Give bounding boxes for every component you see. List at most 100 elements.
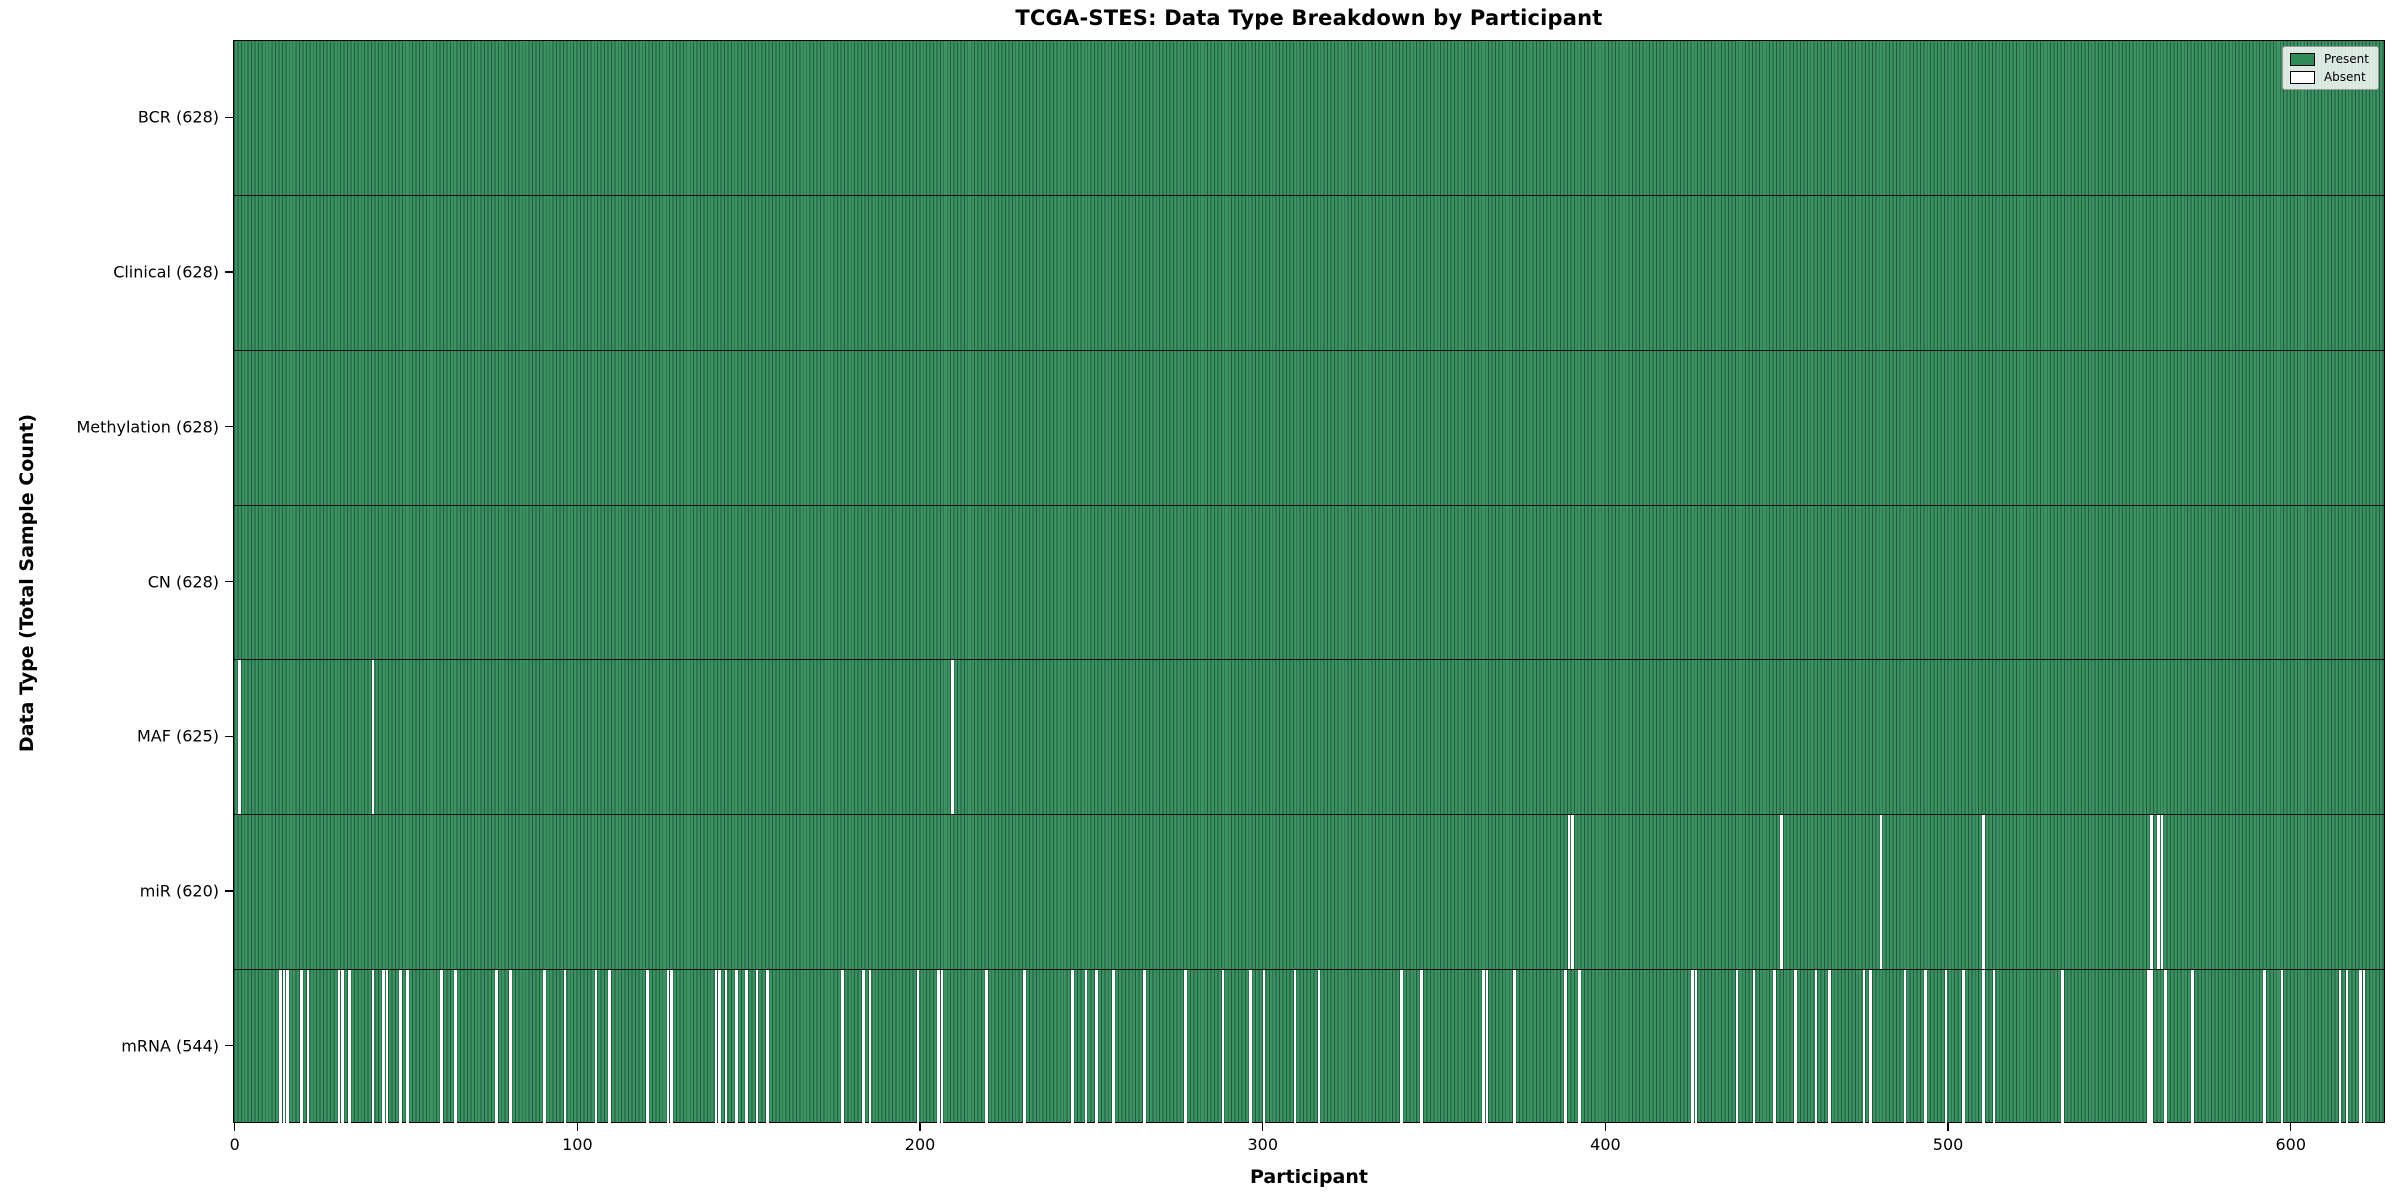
x-tick-label: 600 bbox=[2275, 1135, 2307, 1154]
absent-gap-mRNA-33 bbox=[347, 969, 351, 1124]
row-separator bbox=[234, 349, 2384, 351]
absent-gap-mRNA-19 bbox=[299, 969, 303, 1124]
absent-gap-mRNA-120 bbox=[646, 969, 649, 1124]
x-axis-label: Participant bbox=[1249, 1166, 1368, 1188]
absent-gap-mRNA-449 bbox=[1773, 969, 1777, 1124]
absent-gap-mRNA-392 bbox=[1578, 969, 1581, 1124]
absent-gap-mRNA-443 bbox=[1752, 969, 1756, 1124]
absent-gap-mRNA-265 bbox=[1142, 969, 1146, 1124]
absent-gap-mRNA-13 bbox=[279, 969, 282, 1124]
x-tick-mark bbox=[1947, 1123, 1949, 1131]
absent-gap-miR-451 bbox=[1780, 814, 1783, 970]
absent-gap-mRNA-48 bbox=[399, 969, 402, 1124]
x-tick-label: 200 bbox=[904, 1135, 936, 1154]
absent-gap-mRNA-248 bbox=[1084, 969, 1088, 1124]
absent-gap-mRNA-183 bbox=[861, 969, 865, 1124]
absent-gap-mRNA-533 bbox=[2061, 969, 2064, 1124]
x-tick-label: 500 bbox=[1932, 1135, 1964, 1154]
x-tick-mark bbox=[2290, 1123, 2292, 1131]
absent-gap-mRNA-140 bbox=[714, 969, 718, 1124]
absent-gap-mRNA-21 bbox=[306, 969, 310, 1124]
legend-swatch-icon bbox=[2289, 52, 2315, 66]
absent-gap-mRNA-15 bbox=[286, 969, 289, 1124]
absent-gap-mRNA-50 bbox=[406, 969, 409, 1124]
y-tick-label-MAF: MAF (625) bbox=[136, 726, 219, 746]
absent-gap-miR-510 bbox=[1982, 814, 1986, 970]
absent-gap-mRNA-592 bbox=[2263, 969, 2267, 1124]
absent-gap-mRNA-177 bbox=[841, 969, 844, 1124]
y-tick-label-CN: CN (628) bbox=[147, 572, 219, 591]
absent-gap-mRNA-14 bbox=[282, 969, 286, 1124]
absent-gap-mRNA-199 bbox=[916, 969, 920, 1124]
legend-label: Present bbox=[2323, 52, 2369, 66]
absent-gap-mRNA-30 bbox=[337, 969, 341, 1124]
absent-gap-miR-561 bbox=[2157, 814, 2160, 970]
absent-gap-mRNA-146 bbox=[735, 969, 738, 1124]
absent-gap-mRNA-340 bbox=[1399, 969, 1403, 1124]
y-tick-mark bbox=[225, 890, 233, 892]
absent-gap-mRNA-244 bbox=[1070, 969, 1074, 1124]
absent-gap-MAF-1 bbox=[238, 659, 241, 815]
absent-gap-mRNA-43 bbox=[382, 969, 385, 1124]
absent-gap-MAF-209 bbox=[950, 659, 954, 815]
row-separator bbox=[234, 659, 2384, 661]
absent-gap-mRNA-296 bbox=[1249, 969, 1252, 1124]
absent-gap-mRNA-621 bbox=[2362, 969, 2366, 1124]
legend-label: Absent bbox=[2323, 70, 2366, 84]
absent-gap-mRNA-461 bbox=[1814, 969, 1818, 1124]
absent-gap-mRNA-571 bbox=[2191, 969, 2195, 1124]
absent-gap-mRNA-455 bbox=[1793, 969, 1797, 1124]
legend-entry: Present bbox=[2289, 52, 2369, 66]
legend-swatch-icon bbox=[2289, 70, 2315, 84]
absent-gap-mRNA-426 bbox=[1694, 969, 1698, 1124]
absent-gap-mRNA-477 bbox=[1869, 969, 1872, 1124]
row-separator bbox=[234, 504, 2384, 506]
y-tick-mark bbox=[225, 426, 233, 428]
absent-gap-mRNA-438 bbox=[1735, 969, 1739, 1124]
absent-gap-miR-559 bbox=[2150, 814, 2153, 970]
absent-gap-mRNA-487 bbox=[1903, 969, 1907, 1124]
absent-gap-mRNA-563 bbox=[2164, 969, 2167, 1124]
absent-gap-mRNA-76 bbox=[495, 969, 498, 1124]
absent-gap-mRNA-44 bbox=[385, 969, 389, 1124]
absent-gap-mRNA-143 bbox=[724, 969, 728, 1124]
absent-gap-mRNA-465 bbox=[1828, 969, 1831, 1124]
absent-gap-mRNA-96 bbox=[563, 969, 567, 1124]
absent-gap-mRNA-185 bbox=[868, 969, 872, 1124]
y-tick-mark bbox=[225, 116, 233, 119]
absent-gap-mRNA-558 bbox=[2146, 969, 2150, 1124]
absent-gap-mRNA-559 bbox=[2150, 969, 2153, 1124]
absent-gap-mRNA-219 bbox=[985, 969, 988, 1124]
absent-gap-mRNA-141 bbox=[717, 969, 721, 1124]
y-tick-label-Methylation: Methylation (628) bbox=[76, 417, 219, 437]
absent-gap-mRNA-40 bbox=[371, 969, 375, 1124]
absent-gap-mRNA-346 bbox=[1420, 969, 1424, 1124]
absent-gap-mRNA-373 bbox=[1512, 969, 1516, 1124]
y-tick-label-Clinical: Clinical (628) bbox=[113, 262, 219, 282]
absent-gap-mRNA-513 bbox=[1992, 969, 1996, 1124]
absent-gap-mRNA-493 bbox=[1924, 969, 1927, 1124]
absent-gap-mRNA-105 bbox=[594, 969, 598, 1124]
absent-gap-miR-480 bbox=[1879, 814, 1883, 970]
absent-gap-mRNA-277 bbox=[1184, 969, 1187, 1124]
x-tick-mark bbox=[1262, 1123, 1264, 1131]
absent-gap-mRNA-251 bbox=[1094, 969, 1098, 1124]
absent-gap-mRNA-126 bbox=[666, 969, 670, 1124]
absent-gap-mRNA-149 bbox=[745, 969, 748, 1124]
absent-gap-mRNA-155 bbox=[765, 969, 769, 1124]
absent-gap-mRNA-388 bbox=[1564, 969, 1567, 1124]
absent-gap-mRNA-205 bbox=[937, 969, 940, 1124]
y-tick-label-BCR: BCR (628) bbox=[137, 107, 219, 127]
absent-gap-mRNA-300 bbox=[1262, 969, 1266, 1124]
absent-gap-MAF-40 bbox=[371, 659, 375, 815]
absent-gap-mRNA-80 bbox=[508, 969, 512, 1124]
absent-gap-mRNA-90 bbox=[543, 969, 546, 1124]
absent-gap-mRNA-64 bbox=[454, 969, 457, 1124]
absent-gap-miR-562 bbox=[2160, 814, 2164, 970]
absent-gap-mRNA-309 bbox=[1293, 969, 1297, 1124]
absent-gap-mRNA-620 bbox=[2359, 969, 2362, 1124]
absent-gap-mRNA-230 bbox=[1022, 969, 1026, 1124]
absent-gap-mRNA-109 bbox=[608, 969, 611, 1124]
absent-gap-mRNA-316 bbox=[1317, 969, 1321, 1124]
